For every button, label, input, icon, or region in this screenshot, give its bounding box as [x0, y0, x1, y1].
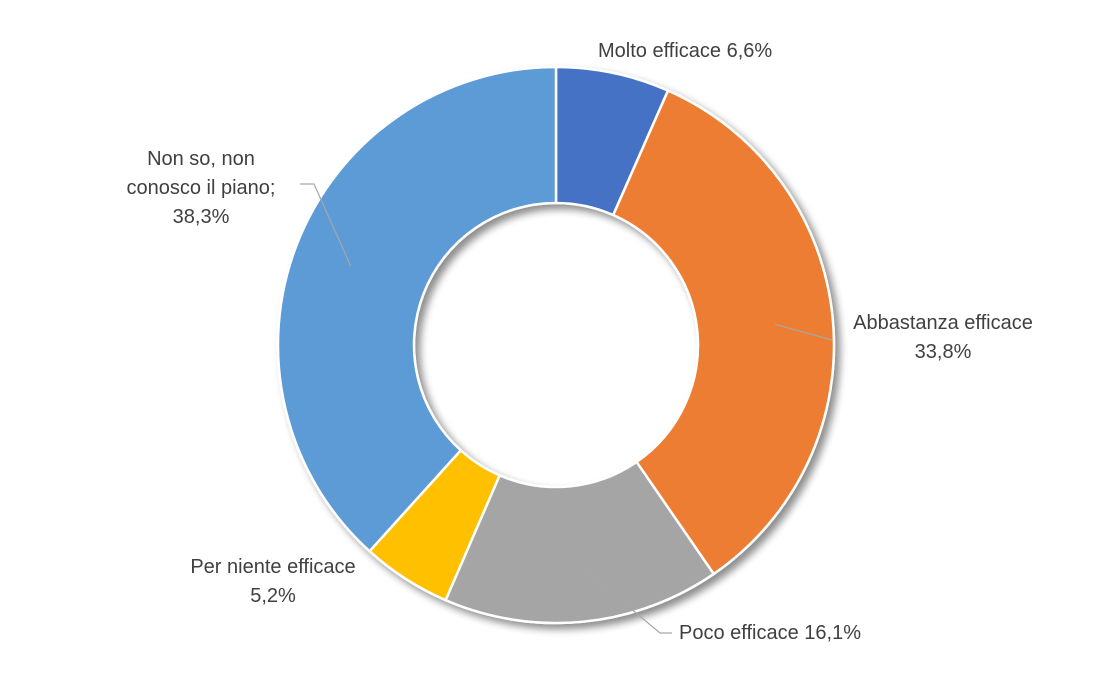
data-label-non-so: Non so, non conosco il piano; 38,3%: [110, 145, 292, 232]
label-line: conosco il piano;: [126, 177, 276, 199]
data-label-molto-efficace: Molto efficace 6,6%: [598, 37, 772, 66]
data-label-poco-efficace: Poco efficace 16,1%: [679, 619, 861, 648]
donut-slice-abbastanza-efficace: [611, 88, 836, 576]
label-line: Molto efficace 6,6%: [598, 40, 773, 62]
leader-lines-group: [300, 183, 833, 634]
data-label-abbastanza-efficace: Abbastanza efficace 33,8%: [838, 309, 1048, 367]
leader-line-abbastanza-efficace: [774, 323, 833, 341]
label-line: Poco efficace 16,1%: [679, 622, 861, 644]
donut-slice-poco-efficace: [443, 460, 716, 625]
leader-line-non-so: [300, 183, 352, 267]
label-line: 38,3%: [172, 206, 230, 228]
label-line: 33,8%: [914, 341, 972, 363]
data-label-per-niente-efficace: Per niente efficace 5,2%: [170, 553, 376, 611]
donut-slice-non-so-non-conosco-il-piano: [276, 65, 558, 553]
label-line: Non so, non: [147, 148, 255, 170]
leader-line-poco-efficace: [577, 563, 672, 634]
label-line: Per niente efficace: [190, 556, 356, 578]
slices-group: [276, 65, 836, 625]
label-line: Abbastanza efficace: [853, 312, 1033, 334]
label-line: 5,2%: [250, 585, 296, 607]
